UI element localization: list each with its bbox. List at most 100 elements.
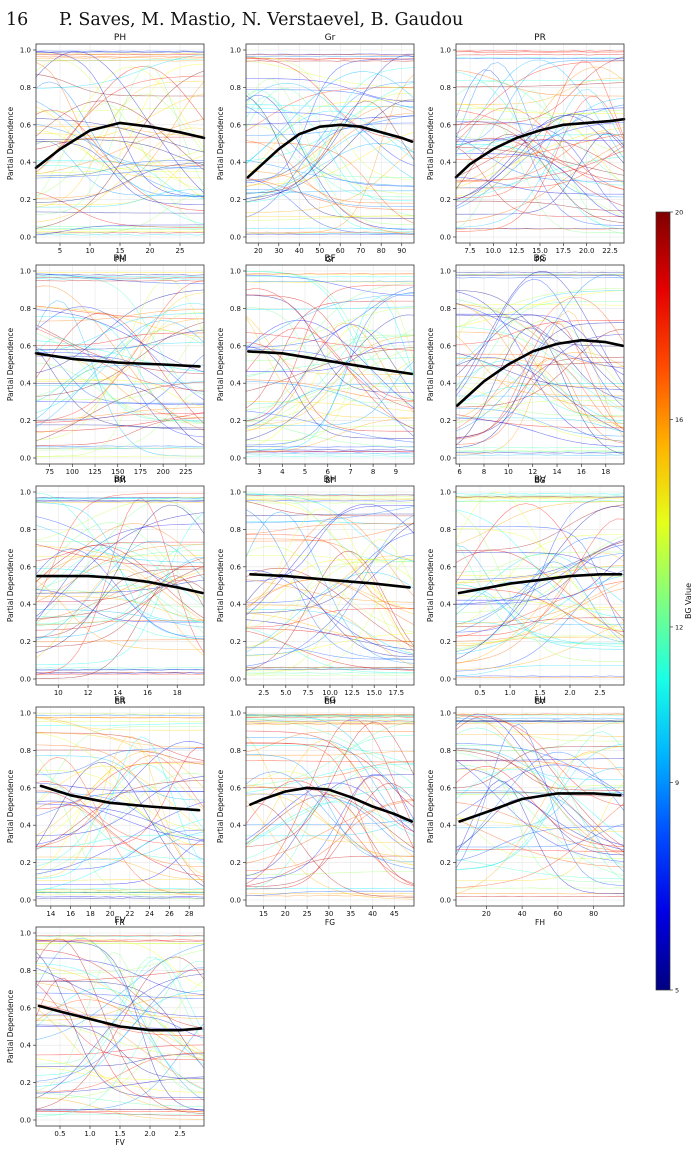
x-tick-label: 10 bbox=[504, 468, 513, 476]
ice-curve bbox=[35, 891, 205, 894]
y-axis-label: Partial Dependence bbox=[6, 989, 15, 1063]
y-tick-label: 1.0 bbox=[440, 710, 451, 718]
y-tick-label: 0.8 bbox=[440, 84, 451, 92]
x-tick-label: 5 bbox=[58, 247, 62, 255]
ice-curve bbox=[36, 225, 205, 228]
ice-curve bbox=[36, 139, 205, 166]
ice-curve bbox=[455, 786, 625, 870]
ice-curve bbox=[36, 56, 205, 58]
ice-curve bbox=[35, 80, 205, 208]
x-tick-label: 17.5 bbox=[389, 689, 405, 697]
x-tick-label: 16 bbox=[143, 689, 152, 697]
ice-curve bbox=[455, 307, 625, 427]
y-axis-label: Partial Dependence bbox=[216, 327, 225, 401]
ice-curve bbox=[245, 503, 415, 616]
ice-curve bbox=[455, 587, 625, 650]
ice-curve bbox=[456, 361, 625, 367]
ice-curve bbox=[35, 81, 205, 198]
ice-curve bbox=[246, 446, 415, 448]
ice-curves bbox=[455, 713, 625, 897]
ice-curve bbox=[455, 357, 625, 433]
ice-curve bbox=[455, 357, 625, 421]
ice-curve bbox=[35, 1076, 205, 1094]
ice-curve bbox=[455, 528, 625, 646]
ice-curve bbox=[455, 621, 625, 671]
ice-curve bbox=[245, 718, 415, 772]
ice-curve bbox=[35, 500, 205, 502]
ice-curve bbox=[455, 635, 624, 651]
ice-curve bbox=[35, 51, 205, 193]
ice-curve bbox=[35, 957, 205, 995]
ice-curve bbox=[455, 119, 625, 197]
ice-curve bbox=[456, 552, 625, 575]
ice-curve bbox=[35, 497, 205, 499]
ice-curve bbox=[245, 455, 415, 457]
ice-curve bbox=[455, 139, 625, 178]
ice-curve bbox=[245, 334, 414, 362]
x-tick-label: 10 bbox=[86, 247, 95, 255]
colorbar-tick-label: 20 bbox=[675, 209, 683, 217]
ice-curve bbox=[35, 342, 205, 403]
x-tick-label: 28 bbox=[185, 910, 194, 918]
ice-curve bbox=[455, 500, 625, 502]
ice-curve bbox=[35, 595, 205, 621]
x-tick-label: 25 bbox=[176, 247, 185, 255]
ice-curve bbox=[245, 716, 415, 718]
y-tick-label: 0.2 bbox=[230, 638, 241, 646]
y-tick-label: 0.0 bbox=[20, 455, 31, 463]
ice-curve bbox=[245, 763, 415, 793]
ice-curve bbox=[35, 274, 205, 396]
ice-curve bbox=[455, 509, 625, 618]
ice-curve bbox=[35, 958, 205, 1076]
x-axis-label: BF bbox=[325, 476, 334, 485]
ice-curve bbox=[35, 803, 205, 841]
ice-curve bbox=[245, 451, 415, 453]
y-tick-label: 0.6 bbox=[20, 784, 32, 792]
ice-curve bbox=[35, 1058, 205, 1093]
ice-curve bbox=[35, 943, 205, 1041]
partial-dependence-line bbox=[249, 573, 411, 589]
y-axis-label: Partial Dependence bbox=[216, 548, 225, 622]
plot-frame bbox=[455, 706, 625, 907]
ice-curve bbox=[245, 554, 415, 667]
ice-curve bbox=[246, 871, 415, 875]
ice-curve bbox=[35, 557, 205, 603]
ice-curve bbox=[35, 782, 204, 792]
x-tick-label: 7.5 bbox=[464, 247, 475, 255]
ice-curve bbox=[36, 879, 204, 881]
ice-curve bbox=[455, 54, 625, 56]
y-tick-label: 0.6 bbox=[20, 1004, 32, 1012]
ice-curve bbox=[455, 82, 625, 88]
ice-curve bbox=[35, 273, 205, 285]
ice-curve bbox=[245, 509, 415, 660]
ice-curve bbox=[455, 819, 625, 868]
y-tick-label: 0.6 bbox=[440, 121, 452, 129]
ice-curve bbox=[455, 290, 625, 327]
ice-curve bbox=[245, 60, 415, 89]
ice-curve bbox=[455, 384, 625, 442]
ice-curve bbox=[245, 800, 415, 864]
subplot-fv: 0.0 0.2 0.4 0.6 0.8 1.0 0.5 1.0 1.5 2.0 2.5 FV FV Par… bbox=[6, 916, 205, 1147]
ice-curve bbox=[245, 381, 415, 430]
ice-curve bbox=[245, 140, 414, 204]
ice-curve bbox=[455, 134, 625, 223]
ice-curve bbox=[455, 714, 625, 716]
ice-curve bbox=[245, 647, 414, 660]
ice-curve bbox=[245, 558, 414, 613]
ice-curve bbox=[35, 987, 205, 1066]
ice-curve bbox=[245, 449, 415, 451]
ice-curve bbox=[36, 126, 204, 136]
ice-curve bbox=[35, 118, 205, 175]
ice-curve bbox=[245, 143, 415, 200]
ice-curve bbox=[245, 500, 415, 502]
ice-curve bbox=[35, 801, 205, 875]
ice-curve bbox=[245, 159, 415, 187]
ice-curve bbox=[456, 500, 625, 503]
ice-curve bbox=[455, 504, 625, 552]
ice-curve bbox=[35, 280, 205, 282]
ice-curve bbox=[245, 508, 415, 648]
ice-curve bbox=[35, 278, 204, 280]
ice-curve bbox=[455, 748, 624, 791]
ice-curve bbox=[35, 756, 205, 895]
ice-curve bbox=[455, 121, 625, 207]
